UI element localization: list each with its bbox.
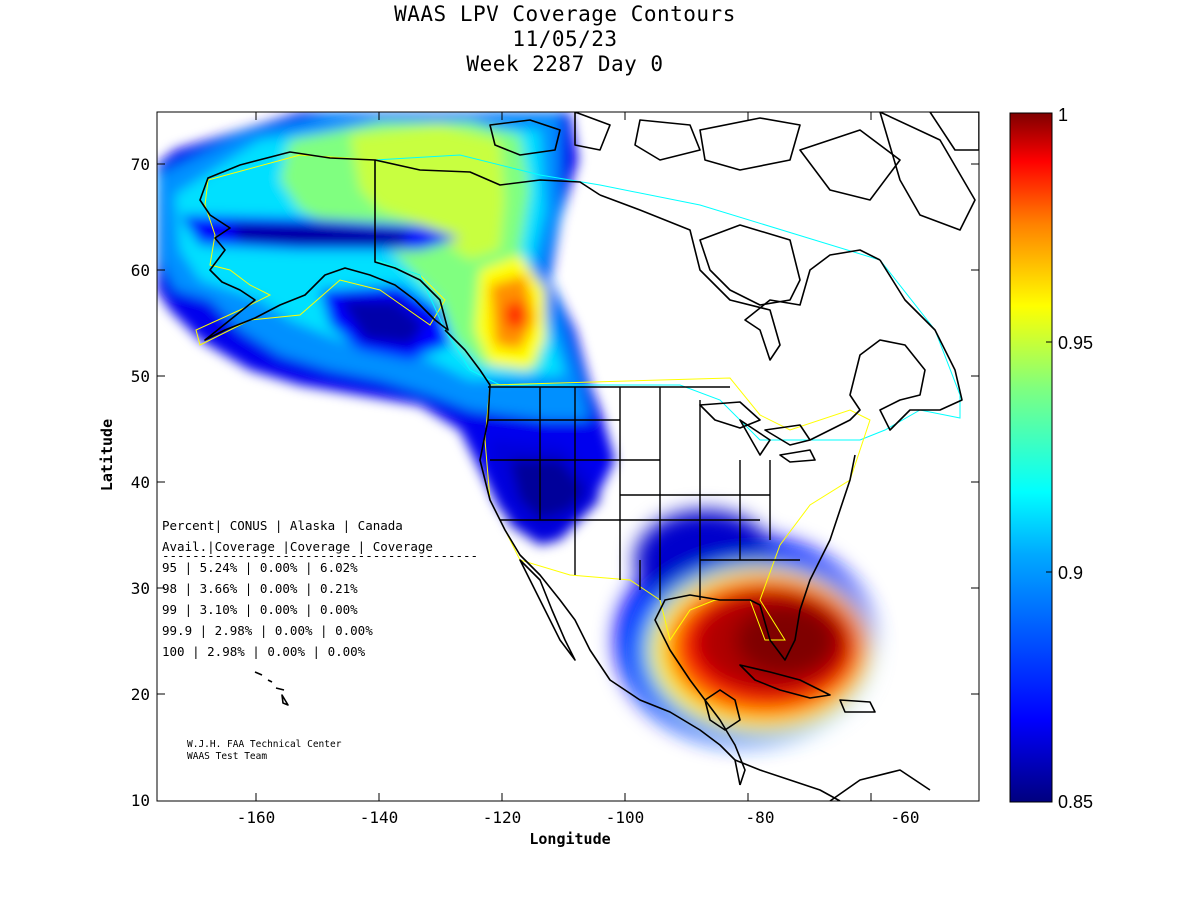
south-america-coast xyxy=(829,769,931,801)
yucatan xyxy=(704,689,741,731)
map-boundaries xyxy=(195,112,979,801)
northwest-coverage-region xyxy=(157,112,615,545)
great-lakes xyxy=(699,401,816,463)
table-row: 98 | 3.66% | 0.00% | 0.21% xyxy=(162,581,358,596)
table-row: 99.9 | 2.98% | 0.00% | 0.00% xyxy=(162,623,373,638)
y-tick-label: 20 xyxy=(131,685,150,704)
alaska-coastline xyxy=(199,151,449,341)
map-title-line-3: Week 2287 Day 0 xyxy=(466,52,664,76)
x-tick-label: -160 xyxy=(237,808,276,827)
table-header-row-1: Percent| CONUS | Alaska | Canada xyxy=(162,518,403,533)
y-tick-label: 70 xyxy=(131,155,150,174)
axis-ticks xyxy=(157,112,979,801)
colorbar-label: 0.9 xyxy=(1058,563,1083,583)
colorbar xyxy=(1009,112,1053,803)
table-header-row-2: Avail.|Coverage |Coverage | Coverage xyxy=(162,539,433,554)
x-tick-labels: -160 -140 -120 -100 -80 -60 xyxy=(237,808,920,827)
credit-line-1: W.J.H. FAA Technical Center xyxy=(187,739,342,750)
table-separator: ----------------------------------------… xyxy=(162,548,478,563)
colorbar-label: 0.95 xyxy=(1058,333,1093,353)
y-tick-label: 30 xyxy=(131,579,150,598)
credit-block: W.J.H. FAA Technical Center WAAS Test Te… xyxy=(187,739,342,762)
table-row: 100 | 2.98% | 0.00% | 0.00% xyxy=(162,644,366,659)
colorbar-label: 1 xyxy=(1058,105,1068,125)
map-title-line-1: WAAS LPV Coverage Contours xyxy=(394,2,736,26)
arctic-islands xyxy=(489,112,979,231)
baja-california xyxy=(519,559,576,661)
gulf-coast xyxy=(654,454,856,786)
southeast-coverage-region xyxy=(615,510,875,745)
hudson-bay-coast xyxy=(599,194,881,361)
colorbar-labels: 1 0.95 0.9 0.85 xyxy=(1058,105,1093,812)
x-tick-label: -80 xyxy=(746,808,775,827)
credit-line-2: WAAS Test Team xyxy=(187,751,267,762)
y-axis-title: Latitude xyxy=(98,419,116,491)
x-tick-label: -120 xyxy=(483,808,522,827)
us-state-borders xyxy=(488,386,800,600)
y-tick-label: 10 xyxy=(131,791,150,810)
conus-service-area-outline xyxy=(484,377,871,642)
canada-arctic-coastline xyxy=(374,159,601,196)
y-tick-labels: 10 20 30 40 50 60 70 xyxy=(131,155,150,810)
x-tick-label: -140 xyxy=(360,808,399,827)
central-america xyxy=(734,759,841,801)
canada-service-area-outline xyxy=(374,154,961,441)
colorbar-ticks xyxy=(1046,341,1052,573)
coverage-table: Percent| CONUS | Alaska | Canada Avail.|… xyxy=(162,518,478,659)
hawaii-islands xyxy=(254,671,289,706)
y-tick-label: 50 xyxy=(131,367,150,386)
pacific-coast xyxy=(444,329,741,786)
coastlines xyxy=(199,112,979,801)
x-axis-title: Longitude xyxy=(529,830,610,848)
colorbar-label: 0.85 xyxy=(1058,792,1093,812)
hudson-bay-interior xyxy=(699,224,801,306)
hispaniola xyxy=(839,699,876,713)
map-title-line-2: 11/05/23 xyxy=(512,27,618,51)
x-tick-label: -60 xyxy=(891,808,920,827)
table-row: 95 | 5.24% | 0.00% | 6.02% xyxy=(162,560,358,575)
table-row: 99 | 3.10% | 0.00% | 0.00% xyxy=(162,602,358,617)
labrador-atlantic-coast xyxy=(809,259,963,441)
plot-frame xyxy=(156,111,980,802)
coverage-contours xyxy=(157,112,875,745)
y-tick-label: 40 xyxy=(131,473,150,492)
y-tick-label: 60 xyxy=(131,261,150,280)
cuba xyxy=(739,664,831,699)
x-tick-label: -100 xyxy=(606,808,645,827)
